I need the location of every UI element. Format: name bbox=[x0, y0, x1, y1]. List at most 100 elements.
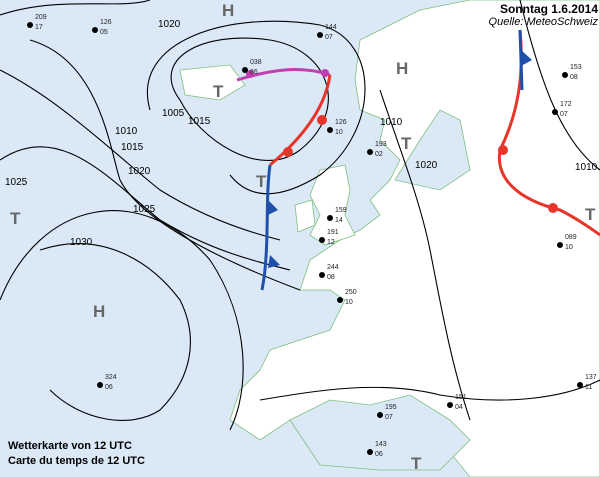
cloud-cover-icon bbox=[562, 72, 568, 78]
station-value: 250 bbox=[345, 289, 357, 296]
front-symbol bbox=[321, 69, 329, 77]
station-value: 209 bbox=[35, 14, 47, 21]
station-value: 159 bbox=[335, 207, 347, 214]
pressure-centers: H H T T T H T T T bbox=[10, 1, 596, 473]
low-center: T bbox=[401, 134, 412, 153]
cloud-cover-icon bbox=[557, 242, 563, 248]
cloud-cover-icon bbox=[337, 297, 343, 303]
cloud-cover-icon bbox=[92, 27, 98, 33]
low-center: T bbox=[213, 82, 224, 101]
isobar bbox=[39, 243, 191, 421]
isobar bbox=[519, 0, 600, 171]
caption-german: Wetterkarte von 12 UTC bbox=[8, 440, 132, 452]
station-value: 172 bbox=[560, 101, 572, 108]
station-value: 191 bbox=[327, 229, 339, 236]
warm-front bbox=[497, 29, 600, 237]
warm-front bbox=[269, 74, 332, 167]
front-symbol bbox=[498, 145, 508, 155]
isobar-label: 1030 bbox=[70, 237, 93, 248]
isobar bbox=[29, 39, 301, 291]
station-value: 08 bbox=[570, 74, 578, 81]
station-value: 07 bbox=[385, 414, 393, 421]
front-symbol bbox=[268, 200, 280, 268]
cloud-cover-icon bbox=[27, 22, 33, 28]
station-value: 193 bbox=[375, 141, 387, 148]
station-value: 089 bbox=[565, 234, 577, 241]
isobar-label: 1025 bbox=[133, 204, 156, 215]
isobar-labels: 1020 1015 1005 1010 1015 1020 1025 1030 … bbox=[5, 19, 598, 248]
isobar-label: 1015 bbox=[188, 116, 211, 127]
front-symbol bbox=[246, 70, 254, 78]
station-value: 137 bbox=[585, 374, 597, 381]
station-value: 126 bbox=[335, 119, 347, 126]
station-value: 144 bbox=[325, 24, 337, 31]
front-symbol bbox=[283, 147, 293, 157]
station-value: 038 bbox=[250, 59, 262, 66]
station-value: 04 bbox=[455, 404, 463, 411]
cloud-cover-icon bbox=[327, 215, 333, 221]
front-symbol bbox=[317, 115, 327, 125]
cloud-cover-icon bbox=[242, 67, 248, 73]
station-value: 06 bbox=[105, 384, 113, 391]
iceland bbox=[179, 64, 246, 101]
cloud-cover-icon bbox=[319, 237, 325, 243]
isobar bbox=[0, 0, 151, 16]
isobar bbox=[147, 20, 366, 195]
isobar-label: 1020 bbox=[128, 166, 151, 177]
isobar-label: 1020 bbox=[415, 160, 438, 171]
low-center: T bbox=[256, 172, 267, 191]
station-value: 151 bbox=[455, 394, 467, 401]
isobar bbox=[259, 379, 600, 401]
station-value: 12 bbox=[327, 239, 335, 246]
map-source: Quelle: MeteoSchweiz bbox=[488, 16, 598, 28]
station-value: 153 bbox=[570, 64, 582, 71]
isobar-label: 1010 bbox=[575, 162, 598, 173]
occluded-front bbox=[236, 68, 331, 82]
cold-front bbox=[260, 164, 272, 291]
north-sea-cut bbox=[394, 109, 471, 191]
isobar-label: 1015 bbox=[121, 142, 144, 153]
caption-french: Carte du temps de 12 UTC bbox=[8, 455, 145, 467]
station-value: 07 bbox=[325, 34, 333, 41]
isobar-label: 1010 bbox=[115, 126, 138, 137]
isobar bbox=[170, 37, 329, 161]
header: Sonntag 1.6.2014 Quelle: MeteoSchweiz bbox=[489, 2, 598, 28]
isobar-label: 1005 bbox=[162, 108, 185, 119]
station-value: 07 bbox=[560, 111, 568, 118]
isobar bbox=[0, 210, 244, 431]
cloud-cover-icon bbox=[317, 32, 323, 38]
isobar bbox=[379, 89, 471, 421]
low-center: T bbox=[10, 209, 21, 228]
map-title: Sonntag 1.6.2014 bbox=[499, 2, 598, 16]
station-value: 244 bbox=[327, 264, 339, 271]
cloud-cover-icon bbox=[552, 109, 558, 115]
front-symbol bbox=[521, 50, 532, 66]
britain bbox=[309, 164, 356, 246]
cloud-cover-icon bbox=[447, 402, 453, 408]
high-center: H bbox=[93, 302, 105, 321]
isobar-label: 1020 bbox=[158, 19, 181, 30]
station-value: 02 bbox=[375, 151, 383, 158]
map-caption: Wetterkarte von 12 UTC Carte du temps de… bbox=[8, 439, 145, 469]
mediterranean bbox=[289, 394, 471, 471]
station-value: 195 bbox=[385, 404, 397, 411]
station-value: 05 bbox=[100, 29, 108, 36]
